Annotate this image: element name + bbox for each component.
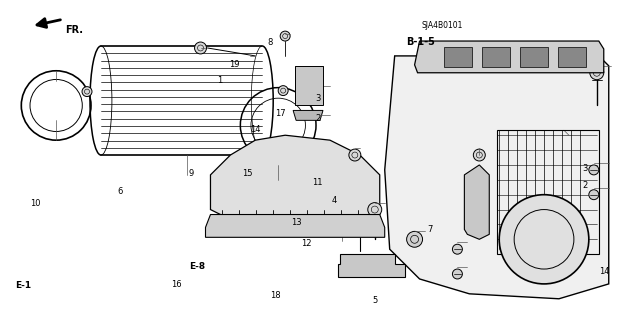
Text: 13: 13	[291, 218, 301, 226]
Circle shape	[474, 149, 485, 161]
Circle shape	[349, 149, 361, 161]
Circle shape	[346, 263, 354, 271]
Text: 3: 3	[315, 94, 320, 103]
Text: 2: 2	[582, 181, 588, 190]
Polygon shape	[205, 214, 385, 237]
Circle shape	[589, 165, 599, 175]
Circle shape	[589, 190, 599, 200]
Bar	[295, 66, 323, 106]
Text: 10: 10	[31, 199, 41, 208]
Text: 4: 4	[332, 196, 337, 205]
Text: 9: 9	[189, 169, 194, 178]
Text: 6: 6	[117, 187, 123, 196]
Text: 12: 12	[301, 239, 312, 248]
Text: 3: 3	[582, 165, 588, 174]
Text: 14: 14	[599, 267, 610, 276]
Text: 1: 1	[217, 76, 222, 85]
Text: 7: 7	[427, 225, 432, 234]
Circle shape	[195, 42, 207, 54]
Text: E-1: E-1	[15, 281, 31, 291]
Text: 16: 16	[172, 280, 182, 289]
Circle shape	[590, 66, 604, 80]
Text: 17: 17	[275, 109, 286, 118]
Circle shape	[368, 203, 381, 217]
Polygon shape	[465, 165, 489, 239]
Bar	[520, 47, 548, 67]
Text: 18: 18	[270, 291, 281, 300]
Circle shape	[82, 87, 92, 97]
Circle shape	[278, 85, 288, 96]
Circle shape	[355, 214, 365, 225]
Text: 15: 15	[243, 169, 253, 178]
Circle shape	[452, 269, 462, 279]
Text: 8: 8	[268, 38, 273, 47]
Text: 11: 11	[312, 178, 322, 187]
Text: 19: 19	[230, 60, 240, 69]
Text: B-1-5: B-1-5	[406, 38, 435, 48]
Circle shape	[452, 244, 462, 254]
Text: 5: 5	[372, 296, 378, 305]
Bar	[483, 47, 510, 67]
Bar	[558, 47, 586, 67]
Polygon shape	[293, 110, 323, 120]
Bar	[497, 130, 599, 254]
Text: FR.: FR.	[65, 26, 83, 35]
Polygon shape	[211, 135, 380, 231]
Circle shape	[280, 31, 290, 41]
Text: E-8: E-8	[189, 262, 205, 271]
Text: 14: 14	[250, 125, 260, 134]
Polygon shape	[385, 56, 609, 299]
Text: 2: 2	[315, 114, 320, 123]
Bar	[444, 47, 472, 67]
Circle shape	[499, 195, 589, 284]
Polygon shape	[338, 254, 404, 277]
Text: SJA4B0101: SJA4B0101	[422, 21, 463, 30]
Polygon shape	[415, 41, 604, 73]
Circle shape	[406, 231, 422, 247]
